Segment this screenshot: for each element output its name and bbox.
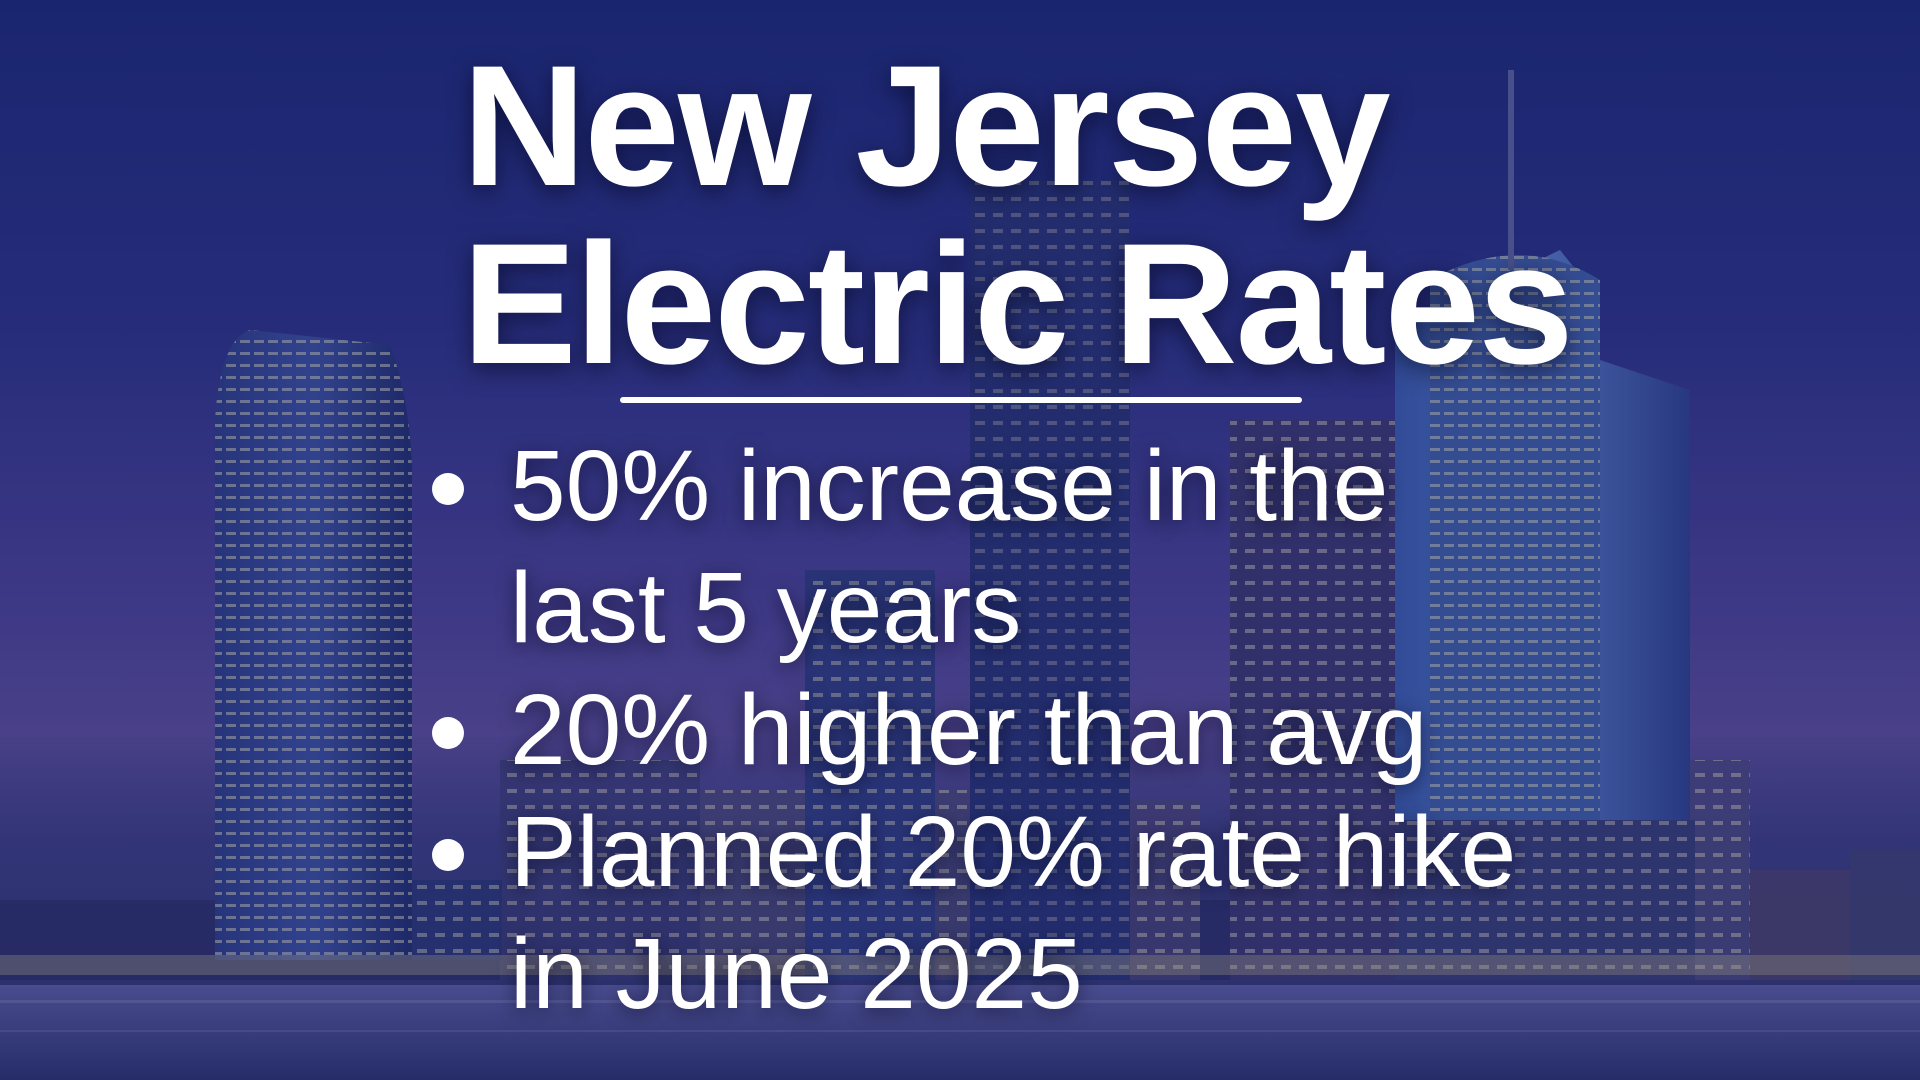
bullet-dot-icon [432, 717, 464, 749]
bullet-text-line: 20% higher than avg [510, 674, 1428, 786]
bullet-dot-icon [432, 839, 464, 871]
bullet-list: 50% increase in the last 5 years 20% hig… [428, 425, 1628, 1035]
bullet-item: 50% increase in the last 5 years [428, 425, 1628, 669]
title-divider [620, 397, 1302, 403]
bullet-text-line: last 5 years [510, 552, 1022, 664]
bullet-text-line: 50% increase in the [510, 430, 1389, 542]
bullet-text-line: in June 2025 [510, 918, 1083, 1030]
bullet-dot-icon [432, 473, 464, 505]
bullet-item: Planned 20% rate hike in June 2025 [428, 791, 1628, 1035]
bullet-item: 20% higher than avg [428, 669, 1628, 791]
title-line-1: New Jersey [462, 30, 1391, 222]
page-title: New Jersey Electric Rates [462, 30, 1574, 400]
bullet-text-line: Planned 20% rate hike [510, 796, 1517, 908]
title-line-2: Electric Rates [462, 208, 1574, 400]
